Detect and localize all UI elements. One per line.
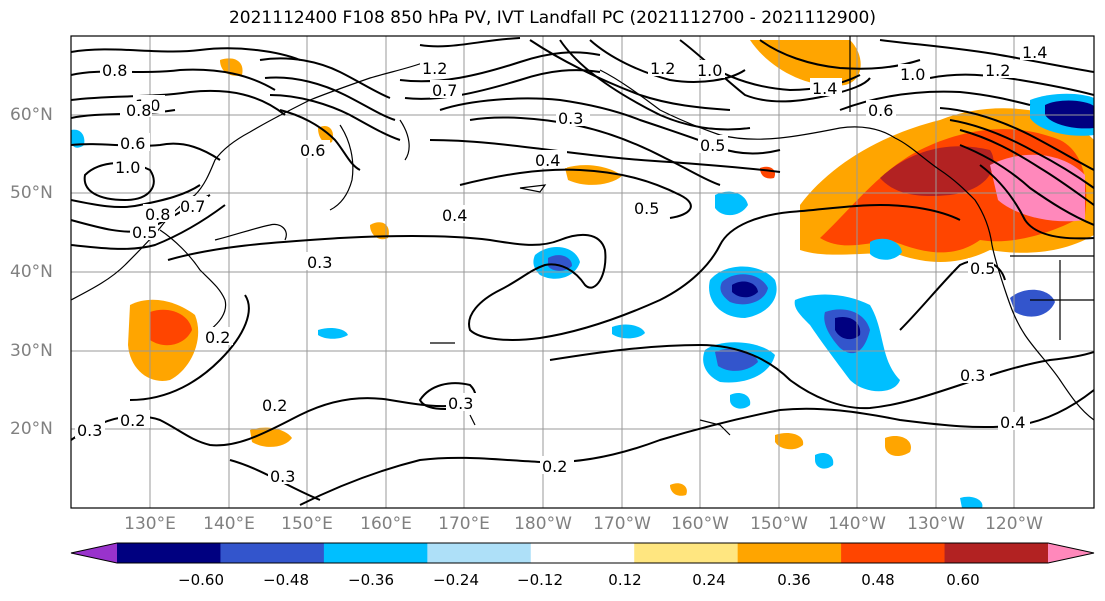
negative-anomaly-shading xyxy=(71,93,1094,508)
contour-label: 0.4 xyxy=(442,206,467,225)
colorbar-tick-label: 0.60 xyxy=(946,571,980,589)
colorbar-outline xyxy=(70,542,1095,564)
lon-label: 140°W xyxy=(828,514,886,534)
contour-label: 0.4 xyxy=(1000,413,1025,432)
lat-label-20n: 20°N xyxy=(10,419,53,439)
colorbar-segment xyxy=(530,543,635,563)
lat-label-60n: 60°N xyxy=(10,105,53,125)
contour-label: 1.4 xyxy=(1022,43,1047,62)
contour-label: 1.2 xyxy=(650,59,675,78)
contour-label: 0.3 xyxy=(448,394,473,413)
contour-label: 1.0 xyxy=(900,65,925,84)
contour-labels: 0.8 1.0 0.6 1.0 0.8 0.7 0.5 0.6 0.7 0.8 … xyxy=(75,42,1052,486)
lon-label: 140°E xyxy=(203,514,255,534)
contour-label: 0.6 xyxy=(868,101,893,120)
contour-label: 0.7 xyxy=(432,81,457,100)
lat-lon-gridlines xyxy=(71,36,1094,508)
colorbar-extend-min xyxy=(71,543,117,563)
map-frame xyxy=(70,35,1095,509)
contour-label: 1.0 xyxy=(115,158,140,177)
colorbar-segment xyxy=(117,543,221,563)
colorbar-segment xyxy=(841,543,946,563)
colorbar-segment xyxy=(427,543,532,563)
lon-label: 180°W xyxy=(514,514,572,534)
lat-label-40n: 40°N xyxy=(10,262,53,282)
contour-label: 0.8 xyxy=(145,205,170,224)
lon-label: 160°W xyxy=(671,514,729,534)
contour-label: 0.8 xyxy=(102,61,127,80)
contour-label: 1.2 xyxy=(422,59,447,78)
colorbar-tick-label: −0.48 xyxy=(263,571,309,589)
contour-label: 0.5 xyxy=(132,223,157,242)
contour-label: 0.2 xyxy=(120,411,145,430)
lon-label: 170°E xyxy=(438,514,490,534)
colorbar-tick-label: −0.12 xyxy=(517,571,563,589)
colorbar-segment xyxy=(323,543,428,563)
contour-label: 0.5 xyxy=(970,259,995,278)
contour-label: 0.3 xyxy=(270,467,295,486)
contour-label: 0.3 xyxy=(77,421,102,440)
lon-label: 170°W xyxy=(593,514,651,534)
map-title: 2021112400 F108 850 hPa PV, IVT Landfall… xyxy=(228,8,876,28)
contour-label: 0.3 xyxy=(558,109,583,128)
lon-label: 150°E xyxy=(281,514,333,534)
lon-label: 130°W xyxy=(907,514,965,534)
contour-label: 0.5 xyxy=(634,199,659,218)
colorbar-tick-label: 0.48 xyxy=(861,571,895,589)
colorbar-tick-label: −0.36 xyxy=(348,571,394,589)
pv-contours xyxy=(71,37,1094,506)
contour-label: 0.2 xyxy=(262,396,287,415)
colorbar-tick-label: −0.60 xyxy=(178,571,224,589)
contour-label: 0.3 xyxy=(307,253,332,272)
contour-label: 0.7 xyxy=(180,197,205,216)
colorbar-segment xyxy=(944,543,1049,563)
colorbar-segment xyxy=(220,543,325,563)
colorbar-tick-label: 0.12 xyxy=(608,571,642,589)
contour-label: 1.0 xyxy=(697,61,722,80)
colorbar-tick-label: 0.36 xyxy=(777,571,811,589)
colorbar-segment xyxy=(737,543,842,563)
colorbar-extend-max xyxy=(1048,543,1094,563)
lon-label: 160°E xyxy=(360,514,412,534)
contour-label: 0.2 xyxy=(205,328,230,347)
colorbar-tick-label: −0.24 xyxy=(433,571,479,589)
contour-label: 0.5 xyxy=(700,136,725,155)
contour-label: 0.6 xyxy=(300,141,325,160)
colorbar-tick-label: 0.24 xyxy=(692,571,726,589)
contour-label: 0.6 xyxy=(120,134,145,153)
lon-label: 130°E xyxy=(124,514,176,534)
lat-label-50n: 50°N xyxy=(10,183,53,203)
contour-label: 0.3 xyxy=(960,366,985,385)
colorbar-segment xyxy=(634,543,739,563)
lat-label-30n: 30°N xyxy=(10,341,53,361)
lon-label: 120°W xyxy=(985,514,1043,534)
contour-label: 1.2 xyxy=(985,61,1010,80)
contour-label: 0.8 xyxy=(126,101,151,120)
positive-anomaly-shading xyxy=(128,40,1094,496)
colorbar xyxy=(70,542,1095,564)
contour-label: 1.4 xyxy=(812,79,837,98)
contour-label: 0.4 xyxy=(535,151,560,170)
lon-label: 150°W xyxy=(750,514,808,534)
contour-label: 0.2 xyxy=(542,457,567,476)
